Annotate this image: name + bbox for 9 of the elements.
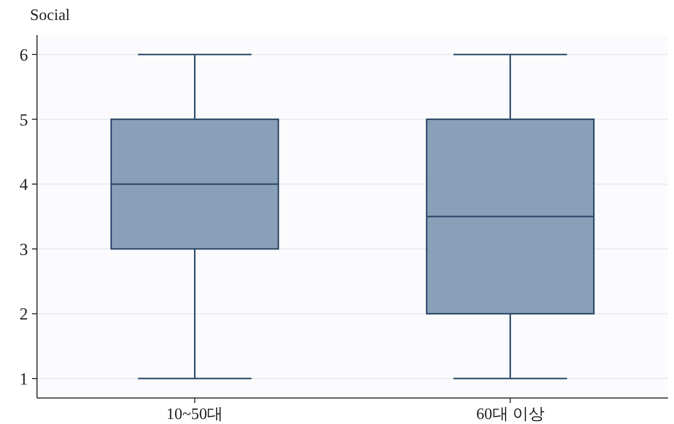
y-tick-label: 3: [20, 240, 28, 259]
x-tick-label: 60대 이상: [476, 406, 544, 423]
y-axis-title: Social: [30, 7, 71, 24]
y-tick-label: 2: [20, 304, 28, 324]
y-tick-label: 5: [20, 110, 28, 130]
x-tick-label: 10~50대: [166, 406, 224, 423]
y-tick-label: 1: [20, 370, 28, 389]
y-tick-label: 4: [20, 175, 28, 194]
y-tick-label: 6: [20, 45, 28, 64]
